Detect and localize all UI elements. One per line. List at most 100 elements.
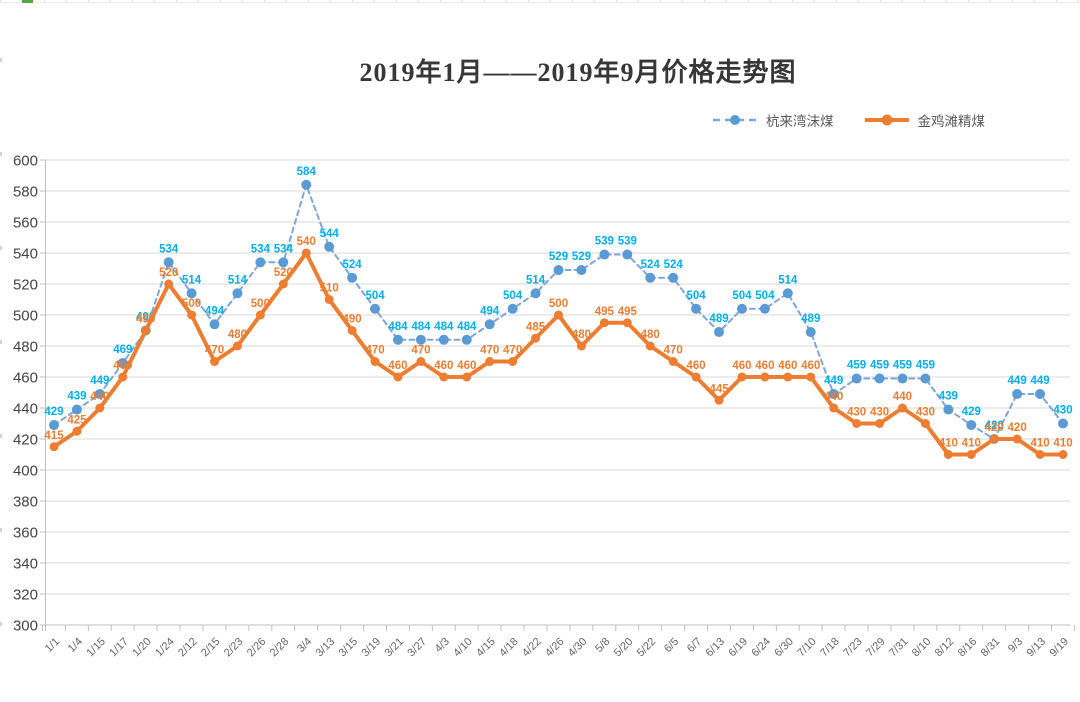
data-point-marker-orange (210, 357, 220, 366)
data-label-orange: 460 (113, 360, 132, 372)
legend-item-jinjitan[interactable]: 金鸡滩精煤 (864, 110, 985, 130)
chart-legend: 杭来湾沫煤 金鸡滩精煤 (712, 110, 985, 130)
y-axis-label: 520 (13, 277, 38, 294)
data-label-blue: 504 (755, 290, 775, 302)
x-axis-label: 4/30 (566, 636, 590, 660)
data-label-orange: 445 (709, 383, 729, 395)
data-point-marker-orange (691, 372, 701, 382)
data-label-orange: 470 (365, 345, 384, 357)
data-label-orange: 420 (1008, 422, 1027, 434)
data-label-blue: 494 (480, 305, 500, 317)
data-point-marker-orange (187, 310, 197, 320)
data-label-orange: 410 (962, 438, 981, 450)
data-label-blue: 529 (549, 251, 568, 263)
data-label-orange: 480 (572, 329, 591, 341)
data-point-marker-blue (186, 288, 197, 299)
x-axis-label: 8/10 (910, 636, 934, 660)
data-point-marker-orange (737, 372, 747, 382)
data-label-orange: 410 (1030, 438, 1049, 450)
data-label-blue: 420 (985, 420, 1004, 432)
y-axis-label: 440 (13, 401, 38, 418)
data-label-blue: 524 (641, 259, 661, 271)
data-label-orange: 425 (67, 414, 87, 426)
legend-marker-solid-orange-icon (864, 114, 909, 126)
data-label-orange: 460 (686, 360, 705, 372)
data-label-blue: 524 (343, 259, 363, 271)
data-label-blue: 459 (847, 360, 866, 372)
x-axis-label: 6/7 (685, 636, 704, 655)
chart-title: 2019年1月——2019年9月价格走势图 (359, 58, 797, 87)
data-point-marker-blue (691, 303, 702, 314)
x-axis-label: 6/13 (704, 636, 728, 660)
x-axis-label: 3/4 (295, 636, 314, 655)
x-axis-label: 3/21 (382, 636, 406, 660)
data-label-blue: 459 (893, 360, 912, 372)
data-label-blue: 534 (274, 243, 294, 255)
data-point-marker-blue (71, 404, 82, 415)
data-point-marker-blue (966, 420, 977, 431)
y-axis-label: 420 (13, 432, 38, 449)
data-point-marker-orange (714, 395, 724, 405)
y-axis-label: 480 (13, 339, 38, 356)
data-point-marker-blue (392, 334, 403, 345)
data-point-marker-orange (393, 372, 403, 382)
data-label-orange: 500 (549, 298, 568, 310)
y-axis-label: 600 (13, 153, 38, 170)
x-axis-label: 4/22 (520, 636, 544, 660)
data-label-orange: 460 (755, 360, 774, 372)
data-point-marker-orange (668, 357, 678, 366)
x-axis-label: 2/23 (222, 636, 246, 660)
data-label-blue: 504 (365, 290, 385, 302)
data-point-marker-orange (943, 450, 953, 459)
data-point-marker-orange (255, 310, 265, 320)
data-point-marker-blue (805, 327, 816, 338)
data-label-orange: 470 (205, 345, 224, 357)
data-point-marker-blue (759, 303, 770, 314)
legend-item-hanglaiwan[interactable]: 杭来湾沫煤 (712, 110, 834, 130)
x-axis-label: 7/31 (887, 636, 911, 660)
x-axis-label: 1/4 (66, 636, 85, 655)
data-point-marker-orange (875, 419, 885, 428)
data-point-marker-blue (943, 404, 954, 415)
data-point-marker-blue (1035, 389, 1046, 400)
x-axis-label: 2/12 (176, 636, 200, 660)
data-label-orange: 440 (90, 391, 109, 403)
data-point-marker-blue (920, 373, 931, 384)
data-point-marker-orange (576, 341, 586, 351)
data-label-blue: 459 (870, 360, 889, 372)
spreadsheet-top-line (0, 2, 1080, 3)
data-point-marker-blue (897, 373, 908, 384)
data-label-blue: 439 (939, 391, 958, 403)
data-point-marker-blue (874, 373, 885, 384)
legend-marker-dashed-blue-icon (713, 115, 757, 125)
data-label-orange: 510 (320, 283, 339, 295)
data-point-marker-orange (72, 426, 82, 436)
data-point-marker-blue (736, 303, 747, 314)
data-label-orange: 415 (44, 430, 64, 442)
x-axis-label: 9/13 (1025, 636, 1049, 660)
data-point-marker-blue (782, 288, 793, 299)
data-label-blue: 489 (801, 313, 820, 325)
data-point-marker-blue (507, 303, 518, 314)
data-point-marker-orange (485, 357, 495, 366)
data-point-marker-blue (278, 257, 289, 268)
x-axis-label: 2/26 (245, 636, 269, 660)
data-label-blue: 534 (251, 243, 271, 255)
data-point-marker-orange (1058, 450, 1068, 459)
x-axis-label: 3/13 (314, 636, 338, 660)
x-axis-label: 5/22 (635, 636, 659, 660)
x-axis-label: 4/10 (451, 636, 475, 660)
data-label-blue: 534 (159, 243, 179, 255)
data-point-marker-orange (164, 279, 174, 289)
data-label-blue: 524 (664, 259, 684, 271)
data-label-orange: 460 (457, 360, 476, 372)
data-point-marker-orange (95, 403, 105, 413)
data-label-blue: 539 (595, 236, 614, 248)
x-axis-label: 5/8 (593, 636, 612, 655)
data-point-marker-orange (897, 403, 907, 413)
data-point-marker-blue (49, 420, 59, 431)
data-point-marker-blue (622, 249, 633, 260)
data-point-marker-blue (530, 288, 541, 299)
data-point-marker-orange (324, 295, 334, 304)
data-label-orange: 430 (847, 407, 866, 419)
